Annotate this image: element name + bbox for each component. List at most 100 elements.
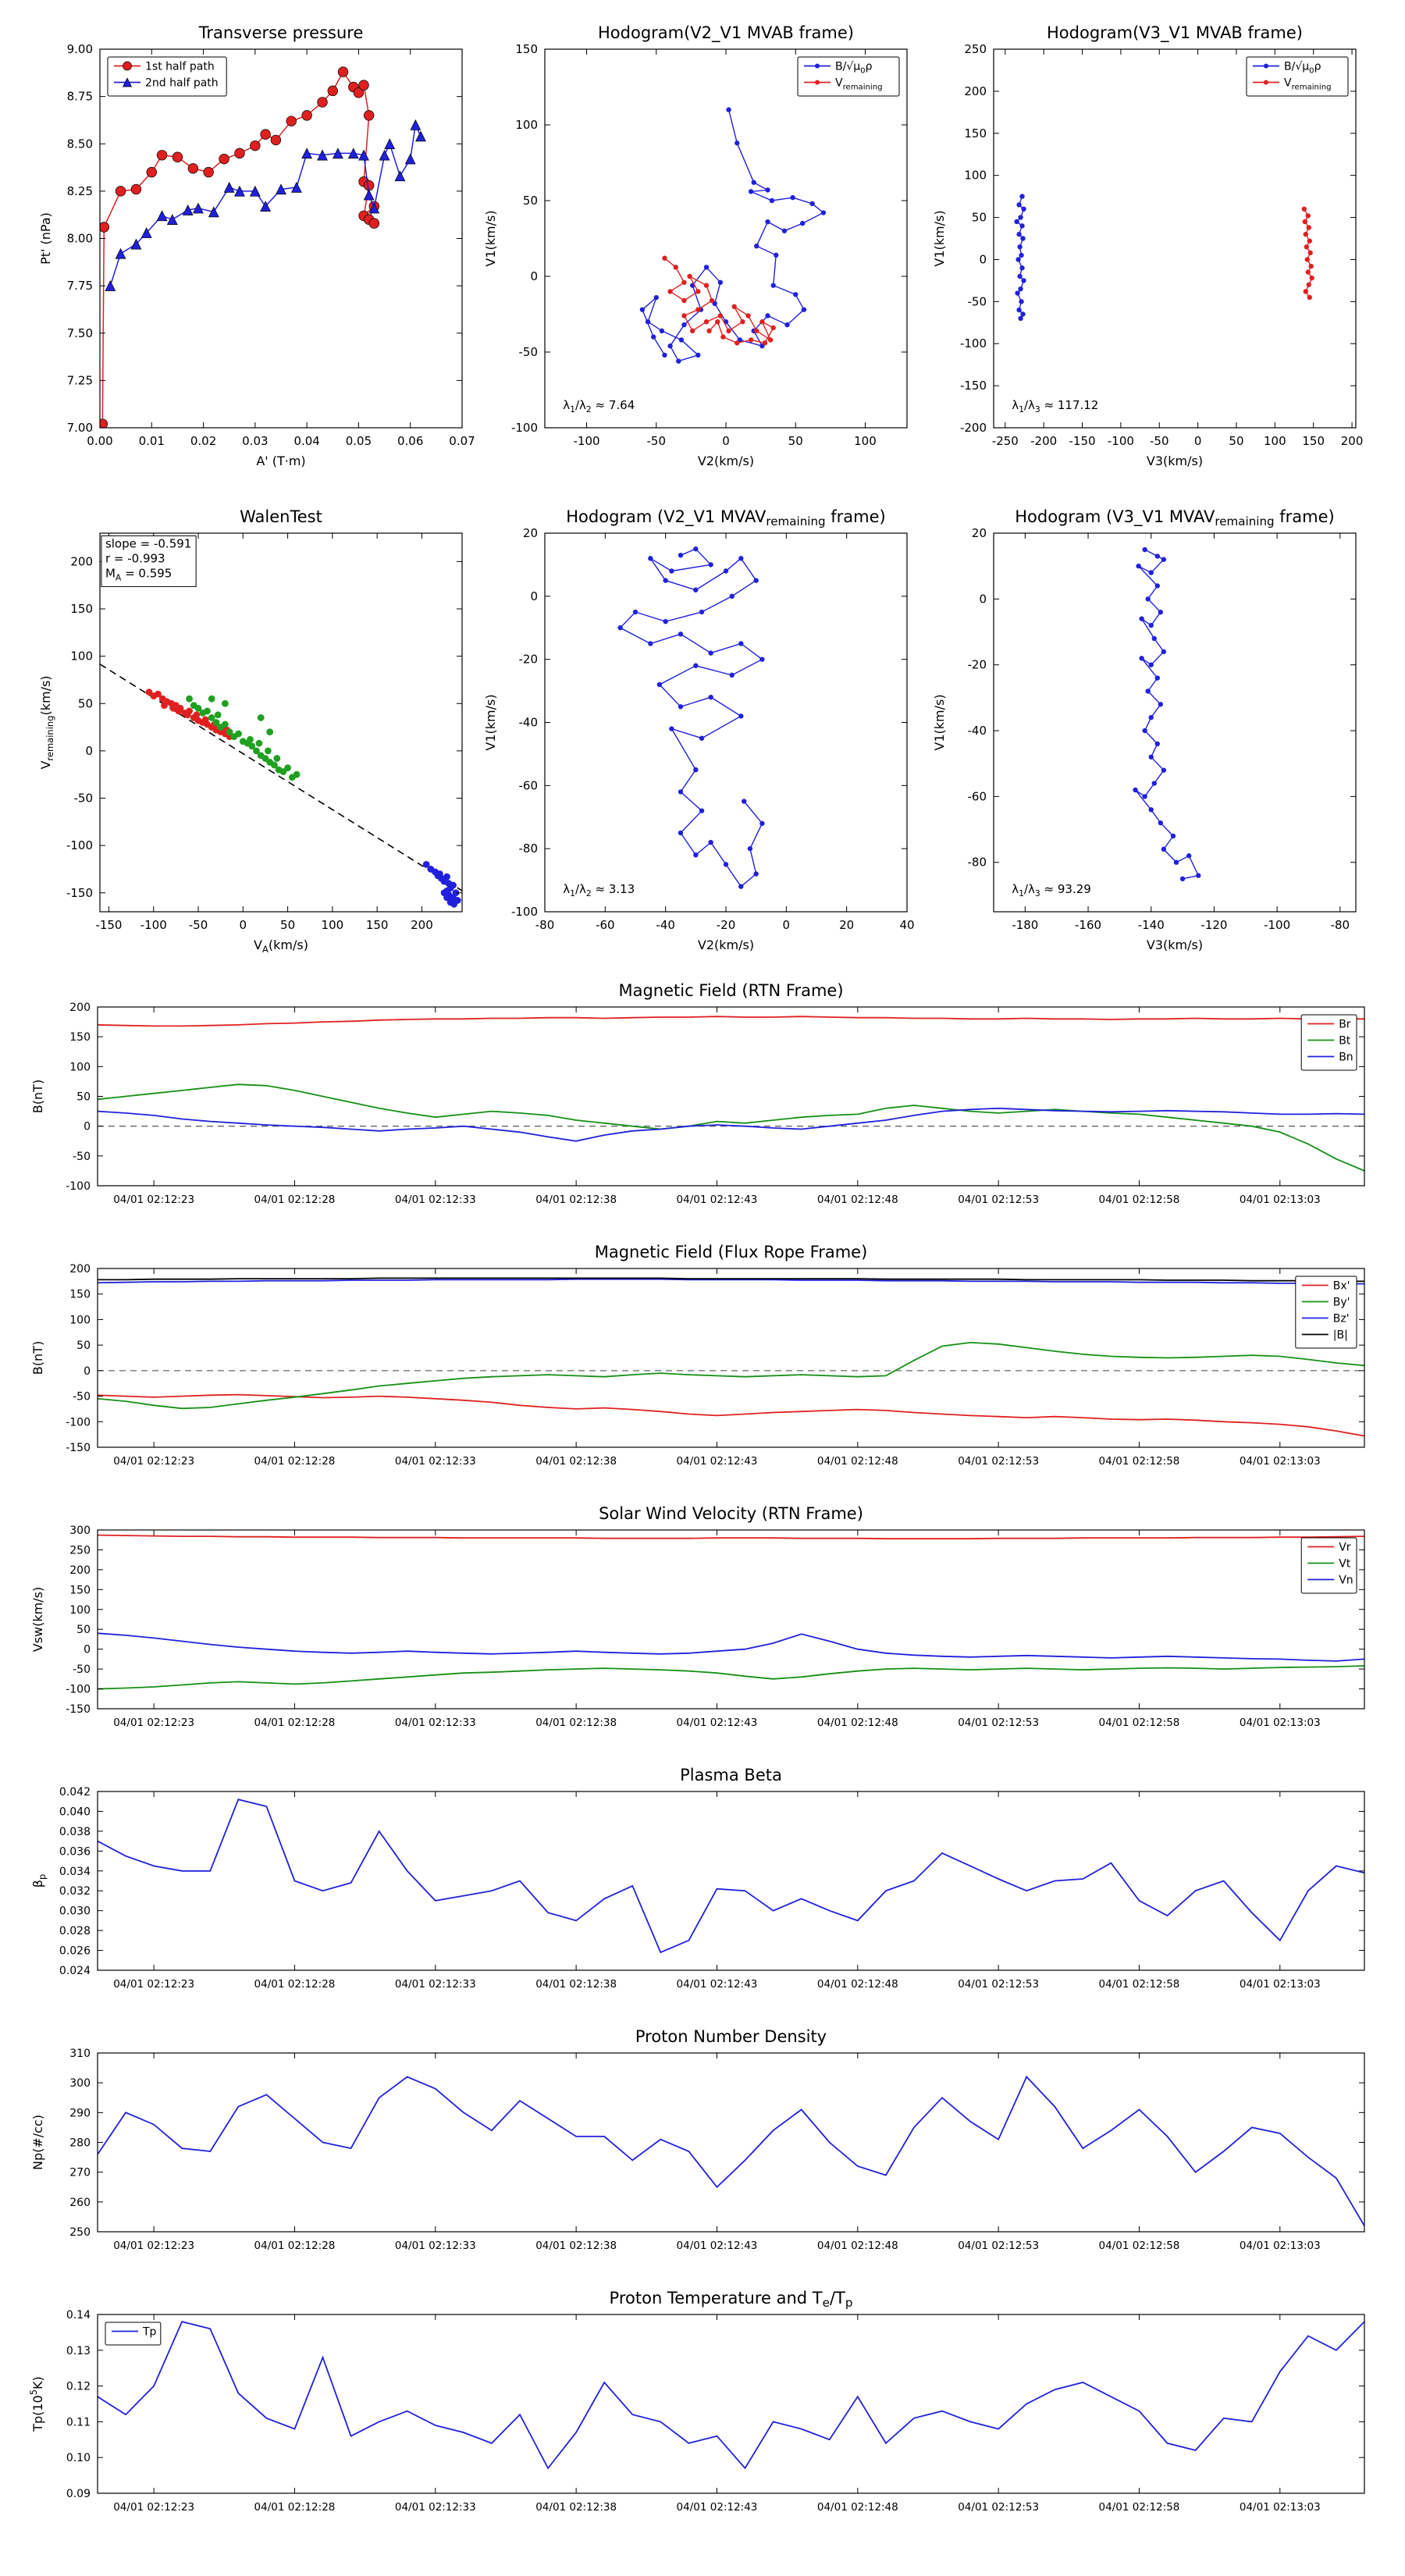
y-tick-label: -100 [511,905,538,919]
y-tick-label: 0.028 [59,1925,91,1937]
y-tick-label: -150 [66,886,93,900]
y-tick-label: 150 [69,1031,91,1044]
y-tick-label: 0 [979,592,987,606]
x-tick-label: 04/01 02:12:33 [395,1717,476,1729]
x-tick-label: 04/01 02:12:48 [817,1455,898,1468]
legend: Bx' By' Bz' |B| [1295,1276,1357,1349]
y-tick-label: 200 [70,554,93,568]
y-tick-label: 270 [69,2167,91,2179]
x-tick-label: -20 [717,918,736,932]
x-tick-label: 04/01 02:12:53 [958,2240,1039,2252]
x-tick-label: 04/01 02:12:28 [254,1194,336,1206]
x-tick-label: 04/01 02:12:43 [677,1194,758,1206]
chart-title: Magnetic Field (RTN Frame) [618,981,843,1000]
chart-title: Plasma Beta [680,1766,782,1784]
y-tick-label: 150 [69,1289,91,1301]
y-tick-label: -50 [968,294,987,308]
chart-transverse-pressure: 0.00 0.01 0.02 0.03 0.04 0.05 0.06 0.07 7.00 7.25… [31,12,476,476]
y-tick-label: 200 [69,1002,91,1014]
y-tick-label: 0 [530,589,538,603]
x-tick-label: -250 [992,434,1019,448]
x-tick-label: 04/01 02:12:43 [677,2240,758,2252]
x-tick-label: 04/01 02:12:38 [535,2240,617,2252]
legend: Tp [105,2322,162,2346]
y-tick-label: 0.024 [59,1965,91,1977]
x-tick-label: 04/01 02:12:58 [1099,1455,1180,1468]
y-tick-label: 0 [85,744,93,758]
x-tick-label: 50 [788,434,803,448]
chart-title: Hodogram(V2_V1 MVAB frame) [598,23,854,43]
legend-label: By' [1333,1297,1350,1309]
x-tick-label: 0 [783,918,791,932]
y-axis-label: V1(km/s) [932,694,947,750]
y-tick-label: -50 [73,1391,91,1404]
chart-walen-test: -150 -100 -50 0 50 100 150 200 -150 -100 -50 0 50 100… [31,496,476,960]
y-tick-label: 50 [78,696,93,710]
x-tick-label: 04/01 02:13:03 [1240,1455,1321,1468]
chart-title: Magnetic Field (Flux Rope Frame) [595,1243,868,1261]
chart-title: Hodogram(V3_V1 MVAB frame) [1047,23,1303,43]
x-tick-label: 04/01 02:12:28 [254,1978,336,1991]
x-tick-label: -60 [596,918,615,932]
y-tick-label: 50 [523,194,538,208]
y-tick-label: 0.036 [59,1845,91,1858]
y-tick-label: 100 [69,1314,91,1326]
x-tick-label: 0.07 [449,434,475,448]
y-axis-label: Vremaining(km/s) [38,675,55,769]
y-tick-label: 280 [69,2137,91,2150]
x-tick-label: -150 [1069,434,1096,448]
x-tick-label: 04/01 02:13:03 [1240,1978,1321,1991]
legend-label: Tp [142,2326,157,2339]
y-tick-label: -200 [960,421,987,435]
x-tick-label: 200 [411,918,433,932]
x-tick-label: -200 [1030,434,1057,448]
y-tick-label: 200 [964,84,987,98]
legend-label: 1st half path [145,61,215,73]
x-tick-label: 0.06 [397,434,423,448]
annotation-text: λ1/λ3 ≈ 93.29 [1012,882,1091,898]
x-tick-label: 0.03 [242,434,268,448]
y-tick-label: 0.12 [66,2381,91,2393]
annotation-text: MA = 0.595 [105,566,172,582]
y-tick-label: 150 [69,1584,91,1596]
chart-proton-density: 04/01 02:12:23 04/01 02:12:28 04/01 02:12:… [23,2018,1382,2269]
x-tick-label: 40 [899,918,914,932]
y-tick-label: 0 [530,269,538,283]
x-tick-label: 04/01 02:12:43 [677,2501,758,2514]
x-tick-label: 04/01 02:12:53 [958,2501,1039,2514]
y-tick-label: 100 [70,649,93,664]
x-tick-label: 0.05 [346,434,372,448]
chart-title: Proton Temperature and Te/Tp [610,2289,853,2310]
chart-title: Hodogram (V2_V1 MVAVremaining frame) [566,507,886,528]
y-tick-label: 0 [84,1644,91,1656]
y-axis-label: B(nT) [30,1341,45,1375]
y-tick-label: 50 [76,1340,91,1352]
x-tick-label: 04/01 02:12:33 [395,2240,476,2252]
x-tick-label: 100 [854,434,877,448]
y-tick-label: -100 [66,1684,91,1696]
y-tick-label: 20 [972,526,987,540]
x-tick-label: 0 [240,918,247,932]
x-tick-label: 04/01 02:13:03 [1240,1717,1321,1729]
y-tick-label: 0 [84,1121,91,1133]
x-tick-label: 04/01 02:12:53 [958,1717,1039,1729]
x-tick-label: -100 [1264,918,1290,932]
legend-label: Bn [1339,1051,1353,1064]
x-tick-label: -100 [1108,434,1134,448]
annotation-text: λ1/λ3 ≈ 117.12 [1012,398,1098,415]
x-tick-label: -120 [1200,918,1227,932]
y-tick-label: 0.040 [59,1806,91,1818]
x-axis-label: V2(km/s) [698,454,754,468]
y-tick-label: 100 [69,1604,91,1617]
y-tick-label: -100 [66,838,93,852]
x-tick-label: 04/01 02:12:33 [395,1978,476,1991]
x-tick-label: 0 [722,434,730,448]
y-tick-label: 290 [69,2107,91,2119]
x-tick-label: 04/01 02:12:28 [254,2501,336,2514]
x-tick-label: 04/01 02:12:28 [254,2240,336,2252]
series-group [639,107,827,364]
x-tick-label: -180 [1012,918,1038,932]
y-tick-label: -150 [960,379,987,393]
series-group [98,1534,1364,1690]
y-tick-label: -50 [73,1663,91,1676]
